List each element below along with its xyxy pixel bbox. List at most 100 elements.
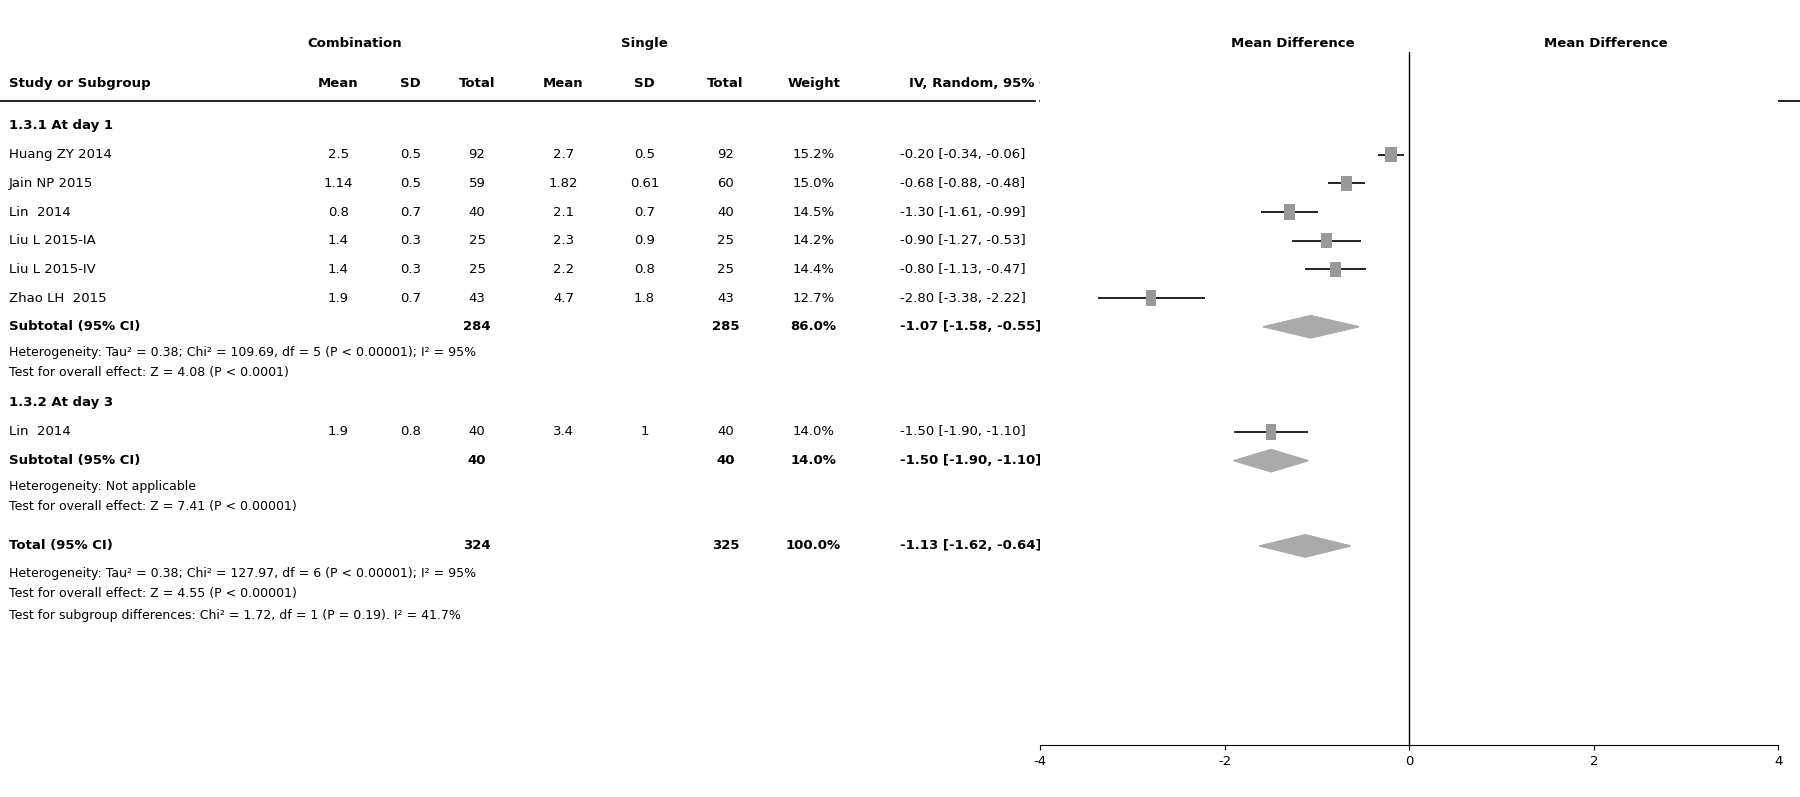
Text: 25: 25	[468, 263, 486, 276]
Text: 14.0%: 14.0%	[792, 426, 835, 438]
Bar	[1147, 290, 1156, 306]
Bar	[1386, 147, 1397, 163]
Text: 40: 40	[716, 454, 734, 467]
Text: Subtotal (95% CI): Subtotal (95% CI)	[9, 320, 140, 333]
Polygon shape	[1264, 316, 1359, 338]
Text: 59: 59	[468, 177, 486, 190]
Polygon shape	[1235, 450, 1309, 472]
Text: 1.3.1 At day 1: 1.3.1 At day 1	[9, 119, 113, 132]
Text: 4.7: 4.7	[553, 292, 574, 304]
Text: 0.3: 0.3	[400, 263, 421, 276]
Text: 40: 40	[468, 454, 486, 467]
Text: 0.7: 0.7	[400, 206, 421, 218]
Text: 92: 92	[716, 148, 734, 161]
Bar	[1341, 175, 1352, 191]
Text: 1.9: 1.9	[328, 426, 349, 438]
Text: Zhao LH  2015: Zhao LH 2015	[9, 292, 106, 304]
Text: 2.1: 2.1	[553, 206, 574, 218]
Text: 324: 324	[463, 540, 491, 552]
Text: 0.5: 0.5	[400, 177, 421, 190]
Text: 1.3.2 At day 3: 1.3.2 At day 3	[9, 396, 113, 409]
Bar	[1265, 424, 1276, 440]
Text: -0.68 [-0.88, -0.48]: -0.68 [-0.88, -0.48]	[900, 177, 1026, 190]
Text: 2.2: 2.2	[553, 263, 574, 276]
Text: 2.3: 2.3	[553, 234, 574, 247]
Text: 92: 92	[468, 148, 486, 161]
Text: 14.5%: 14.5%	[792, 206, 835, 218]
Text: Total: Total	[707, 77, 743, 90]
Text: 40: 40	[468, 206, 486, 218]
Polygon shape	[1260, 535, 1350, 557]
Text: 285: 285	[711, 320, 740, 333]
Text: Mean Difference: Mean Difference	[1231, 37, 1354, 50]
Text: Jain NP 2015: Jain NP 2015	[9, 177, 94, 190]
Text: IV, Random, 95% CI: IV, Random, 95% CI	[909, 77, 1053, 90]
Text: 100.0%: 100.0%	[787, 540, 841, 552]
Text: -1.13 [-1.62, -0.64]: -1.13 [-1.62, -0.64]	[900, 540, 1042, 552]
Text: Liu L 2015-IA: Liu L 2015-IA	[9, 234, 95, 247]
Text: -1.50 [-1.90, -1.10]: -1.50 [-1.90, -1.10]	[900, 426, 1026, 438]
Text: 3.4: 3.4	[553, 426, 574, 438]
Text: 86.0%: 86.0%	[790, 320, 837, 333]
Text: 25: 25	[716, 234, 734, 247]
Text: 25: 25	[716, 263, 734, 276]
Text: -1.50 [-1.90, -1.10]: -1.50 [-1.90, -1.10]	[900, 454, 1042, 467]
Text: Heterogeneity: Tau² = 0.38; Chi² = 109.69, df = 5 (P < 0.00001); I² = 95%: Heterogeneity: Tau² = 0.38; Chi² = 109.6…	[9, 346, 477, 359]
Text: 15.2%: 15.2%	[792, 148, 835, 161]
Text: Test for subgroup differences: Chi² = 1.72, df = 1 (P = 0.19). I² = 41.7%: Test for subgroup differences: Chi² = 1.…	[9, 609, 461, 622]
Text: 43: 43	[468, 292, 486, 304]
Text: Mean: Mean	[544, 77, 583, 90]
Text: Single: Single	[621, 37, 668, 50]
Text: Mean: Mean	[319, 77, 358, 90]
Text: 0.7: 0.7	[400, 292, 421, 304]
Text: 2.7: 2.7	[553, 148, 574, 161]
Text: 1.82: 1.82	[549, 177, 578, 190]
Text: 1.4: 1.4	[328, 263, 349, 276]
Text: 60: 60	[716, 177, 734, 190]
Text: -2.80 [-3.38, -2.22]: -2.80 [-3.38, -2.22]	[900, 292, 1026, 304]
Text: 1.14: 1.14	[324, 177, 353, 190]
Text: 0.8: 0.8	[400, 426, 421, 438]
Text: Total (95% CI): Total (95% CI)	[9, 540, 113, 552]
Text: Total: Total	[459, 77, 495, 90]
Text: 1: 1	[641, 426, 648, 438]
Text: 0.5: 0.5	[400, 148, 421, 161]
Text: Lin  2014: Lin 2014	[9, 426, 70, 438]
Text: Test for overall effect: Z = 4.08 (P < 0.0001): Test for overall effect: Z = 4.08 (P < 0…	[9, 366, 288, 379]
Text: 15.0%: 15.0%	[792, 177, 835, 190]
Text: 40: 40	[468, 426, 486, 438]
Bar	[1330, 261, 1341, 277]
Text: Test for overall effect: Z = 4.55 (P < 0.00001): Test for overall effect: Z = 4.55 (P < 0…	[9, 587, 297, 600]
Text: 14.2%: 14.2%	[792, 234, 835, 247]
Text: 1.8: 1.8	[634, 292, 655, 304]
Text: 1.4: 1.4	[328, 234, 349, 247]
Text: Subtotal (95% CI): Subtotal (95% CI)	[9, 454, 140, 467]
Text: 14.0%: 14.0%	[790, 454, 837, 467]
Text: 40: 40	[716, 206, 734, 218]
Text: 0.8: 0.8	[328, 206, 349, 218]
Text: 2.5: 2.5	[328, 148, 349, 161]
Bar	[1321, 233, 1332, 249]
Text: Weight: Weight	[787, 77, 841, 90]
Text: Heterogeneity: Not applicable: Heterogeneity: Not applicable	[9, 480, 196, 493]
Text: 43: 43	[716, 292, 734, 304]
Text: 0.5: 0.5	[634, 148, 655, 161]
Text: Test for overall effect: Z = 7.41 (P < 0.00001): Test for overall effect: Z = 7.41 (P < 0…	[9, 500, 297, 512]
Text: -1.07 [-1.58, -0.55]: -1.07 [-1.58, -0.55]	[900, 320, 1042, 333]
Text: 0.9: 0.9	[634, 234, 655, 247]
Text: Heterogeneity: Tau² = 0.38; Chi² = 127.97, df = 6 (P < 0.00001); I² = 95%: Heterogeneity: Tau² = 0.38; Chi² = 127.9…	[9, 567, 477, 580]
Text: 284: 284	[463, 320, 491, 333]
Text: 40: 40	[716, 426, 734, 438]
Text: -1.30 [-1.61, -0.99]: -1.30 [-1.61, -0.99]	[900, 206, 1026, 218]
Text: 0.61: 0.61	[630, 177, 659, 190]
Text: IV, Random,95% CI: IV, Random,95% CI	[1535, 77, 1676, 90]
Text: -0.80 [-1.13, -0.47]: -0.80 [-1.13, -0.47]	[900, 263, 1026, 276]
Text: 14.4%: 14.4%	[792, 263, 835, 276]
Bar	[1283, 204, 1294, 220]
Text: Lin  2014: Lin 2014	[9, 206, 70, 218]
Text: -0.20 [-0.34, -0.06]: -0.20 [-0.34, -0.06]	[900, 148, 1026, 161]
Text: Study or Subgroup: Study or Subgroup	[9, 77, 151, 90]
Text: Liu L 2015-IV: Liu L 2015-IV	[9, 263, 95, 276]
Text: Mean Difference: Mean Difference	[1544, 37, 1667, 50]
Text: 25: 25	[468, 234, 486, 247]
